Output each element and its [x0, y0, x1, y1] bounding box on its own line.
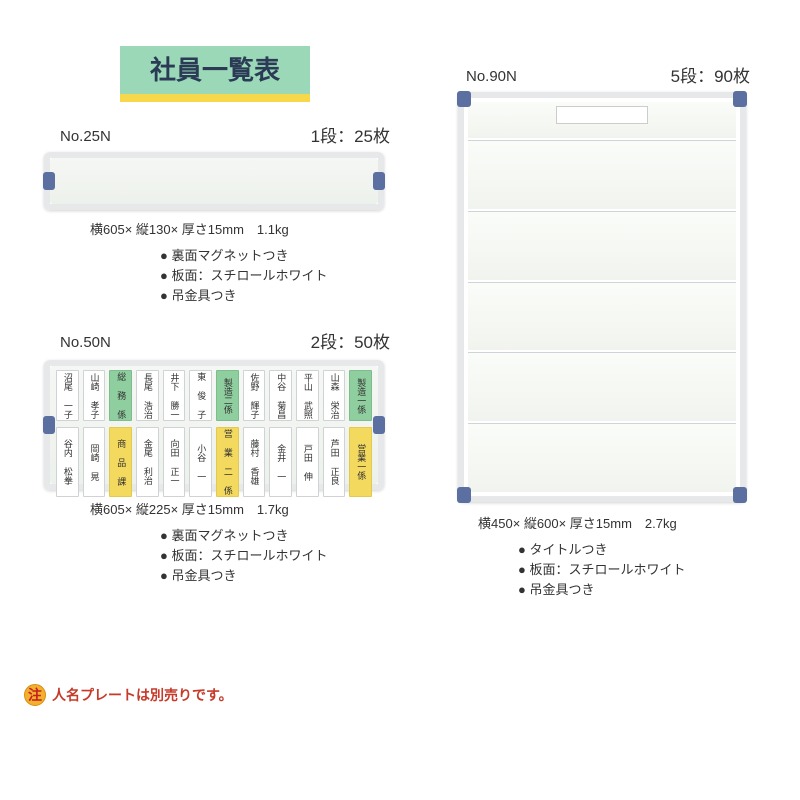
name-plate: 戸田 伸: [296, 427, 319, 497]
corner-icon: [733, 487, 747, 503]
capacity-label-50n: 2段：50枚: [200, 328, 390, 353]
capacity-label-25n: 1段：25枚: [200, 122, 390, 147]
model-label-50n: No.50N: [60, 334, 111, 351]
name-plate: 長尾 浩治: [136, 370, 159, 421]
name-plate: 平山 武照: [296, 370, 319, 421]
page-title: 社員一覧表: [120, 46, 310, 94]
name-plate: 向田 正一: [163, 427, 186, 497]
specs-90n: 横450× 縦600× 厚さ15mm 2.7kg タイトルつき 板面：スチロール…: [478, 514, 685, 601]
note-text: 人名プレートは別売りです。: [52, 685, 233, 705]
corner-icon: [373, 172, 385, 190]
board-90n-grid: [468, 102, 736, 492]
bullet: 吊金具つき: [518, 580, 685, 600]
board-25n: [44, 152, 384, 210]
corner-icon: [43, 416, 55, 434]
model-label-90n: No.90N: [466, 68, 517, 85]
name-plate: 商 品 課: [109, 427, 132, 497]
name-plate: 金井 一: [269, 427, 292, 497]
bullet: 吊金具つき: [160, 566, 327, 586]
title-slot: [556, 106, 648, 124]
name-plate: 山崎 孝子: [83, 370, 106, 421]
bullet: 板面：スチロールホワイト: [518, 560, 685, 580]
name-plate: 金尾 利治: [136, 427, 159, 497]
corner-icon: [43, 172, 55, 190]
plate-rows: 沼尾 一子山崎 孝子総 務 係長尾 浩治井下 勝一東 俊 子製造二係佐野 輝子中…: [56, 370, 372, 480]
bullet: 裏面マグネットつき: [160, 526, 327, 546]
dims-50n: 横605× 縦225× 厚さ15mm 1.7kg: [90, 500, 327, 520]
name-plate: 佐野 輝子: [243, 370, 266, 421]
bullet: 吊金具つき: [160, 286, 327, 306]
name-plate: 藤村 香雄: [243, 427, 266, 497]
dims-90n: 横450× 縦600× 厚さ15mm 2.7kg: [478, 514, 685, 534]
name-plate: 総 務 係: [109, 370, 132, 421]
specs-25n: 横605× 縦130× 厚さ15mm 1.1kg 裏面マグネットつき 板面：スチ…: [90, 220, 327, 307]
bullet: 板面：スチロールホワイト: [160, 266, 327, 286]
page: 社員一覧表 No.25N 1段：25枚 横605× 縦130× 厚さ15mm 1…: [0, 0, 800, 800]
name-plate: 中谷 菊昌: [269, 370, 292, 421]
name-plate: 営業一係: [349, 427, 372, 497]
name-plate: 岡崎 晃: [83, 427, 106, 497]
dims-25n: 横605× 縦130× 厚さ15mm 1.1kg: [90, 220, 327, 240]
name-plate: 沼尾 一子: [56, 370, 79, 421]
corner-icon: [457, 487, 471, 503]
corner-icon: [373, 416, 385, 434]
name-plate: 製造二係: [216, 370, 239, 421]
name-plate: 営 業 二 係: [216, 427, 239, 497]
name-plate: 谷内 松拳: [56, 427, 79, 497]
specs-50n: 横605× 縦225× 厚さ15mm 1.7kg 裏面マグネットつき 板面：スチ…: [90, 500, 327, 587]
capacity-label-90n: 5段：90枚: [560, 62, 750, 87]
name-plate: 製造一係: [349, 370, 372, 421]
note-badge-icon: 注: [24, 684, 46, 706]
name-plate: 東 俊 子: [189, 370, 212, 421]
plate-row: 谷内 松拳岡崎 晃商 品 課金尾 利治向田 正一小谷 一営 業 二 係藤村 香雄…: [56, 427, 372, 497]
bullet: 板面：スチロールホワイト: [160, 546, 327, 566]
name-plate: 芦田 正良: [323, 427, 346, 497]
title-underline: [120, 94, 310, 102]
model-label-25n: No.25N: [60, 128, 111, 145]
page-title-badge: 社員一覧表: [120, 46, 310, 102]
board-90n: [458, 92, 746, 502]
plate-row: 沼尾 一子山崎 孝子総 務 係長尾 浩治井下 勝一東 俊 子製造二係佐野 輝子中…: [56, 370, 372, 421]
name-plate: 小谷 一: [189, 427, 212, 497]
board-50n: 沼尾 一子山崎 孝子総 務 係長尾 浩治井下 勝一東 俊 子製造二係佐野 輝子中…: [44, 360, 384, 490]
name-plate: 井下 勝一: [163, 370, 186, 421]
bullet: 裏面マグネットつき: [160, 246, 327, 266]
bullet: タイトルつき: [518, 540, 685, 560]
name-plate: 山森 栄治: [323, 370, 346, 421]
corner-icon: [457, 91, 471, 107]
corner-icon: [733, 91, 747, 107]
note: 注 人名プレートは別売りです。: [24, 684, 233, 706]
